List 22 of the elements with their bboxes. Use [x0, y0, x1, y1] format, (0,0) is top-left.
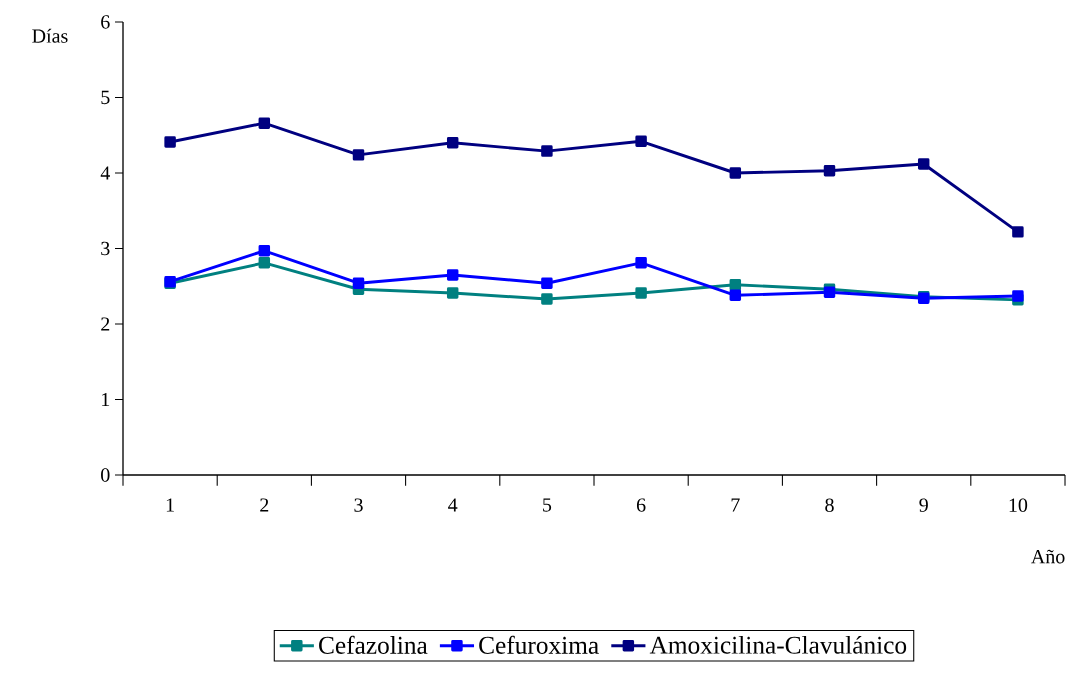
y-tick-label: 1 [102, 392, 110, 407]
x-tick-label: 7 [731, 498, 740, 512]
y-tick-label: 6 [101, 15, 110, 29]
y-tick-label: 4 [100, 166, 110, 180]
y-tick-label: 0 [101, 468, 110, 482]
x-tick-label: 9 [919, 498, 928, 512]
x-tick-label: 8 [825, 498, 834, 512]
y-tick-label: 2 [101, 317, 110, 331]
legend-label: Cefazolina [319, 635, 428, 654]
x-tick-label: 1 [166, 498, 174, 512]
x-tick-label: 2 [260, 498, 269, 512]
x-tick-label: 10 [1009, 498, 1028, 512]
x-tick-label: 6 [636, 498, 646, 512]
x-tick-label: 4 [448, 498, 458, 512]
x-tick-label: 5 [543, 498, 552, 512]
y-axis-title: Días [32, 28, 68, 43]
legend-label: Amoxicilina-Clavulánico [649, 635, 907, 654]
x-tick-label: 3 [354, 498, 363, 512]
y-tick-label: 5 [101, 90, 110, 105]
x-axis-title: Año [1031, 549, 1065, 564]
legend-label: Cefuroxima [479, 635, 599, 654]
y-tick-label: 3 [101, 241, 110, 256]
